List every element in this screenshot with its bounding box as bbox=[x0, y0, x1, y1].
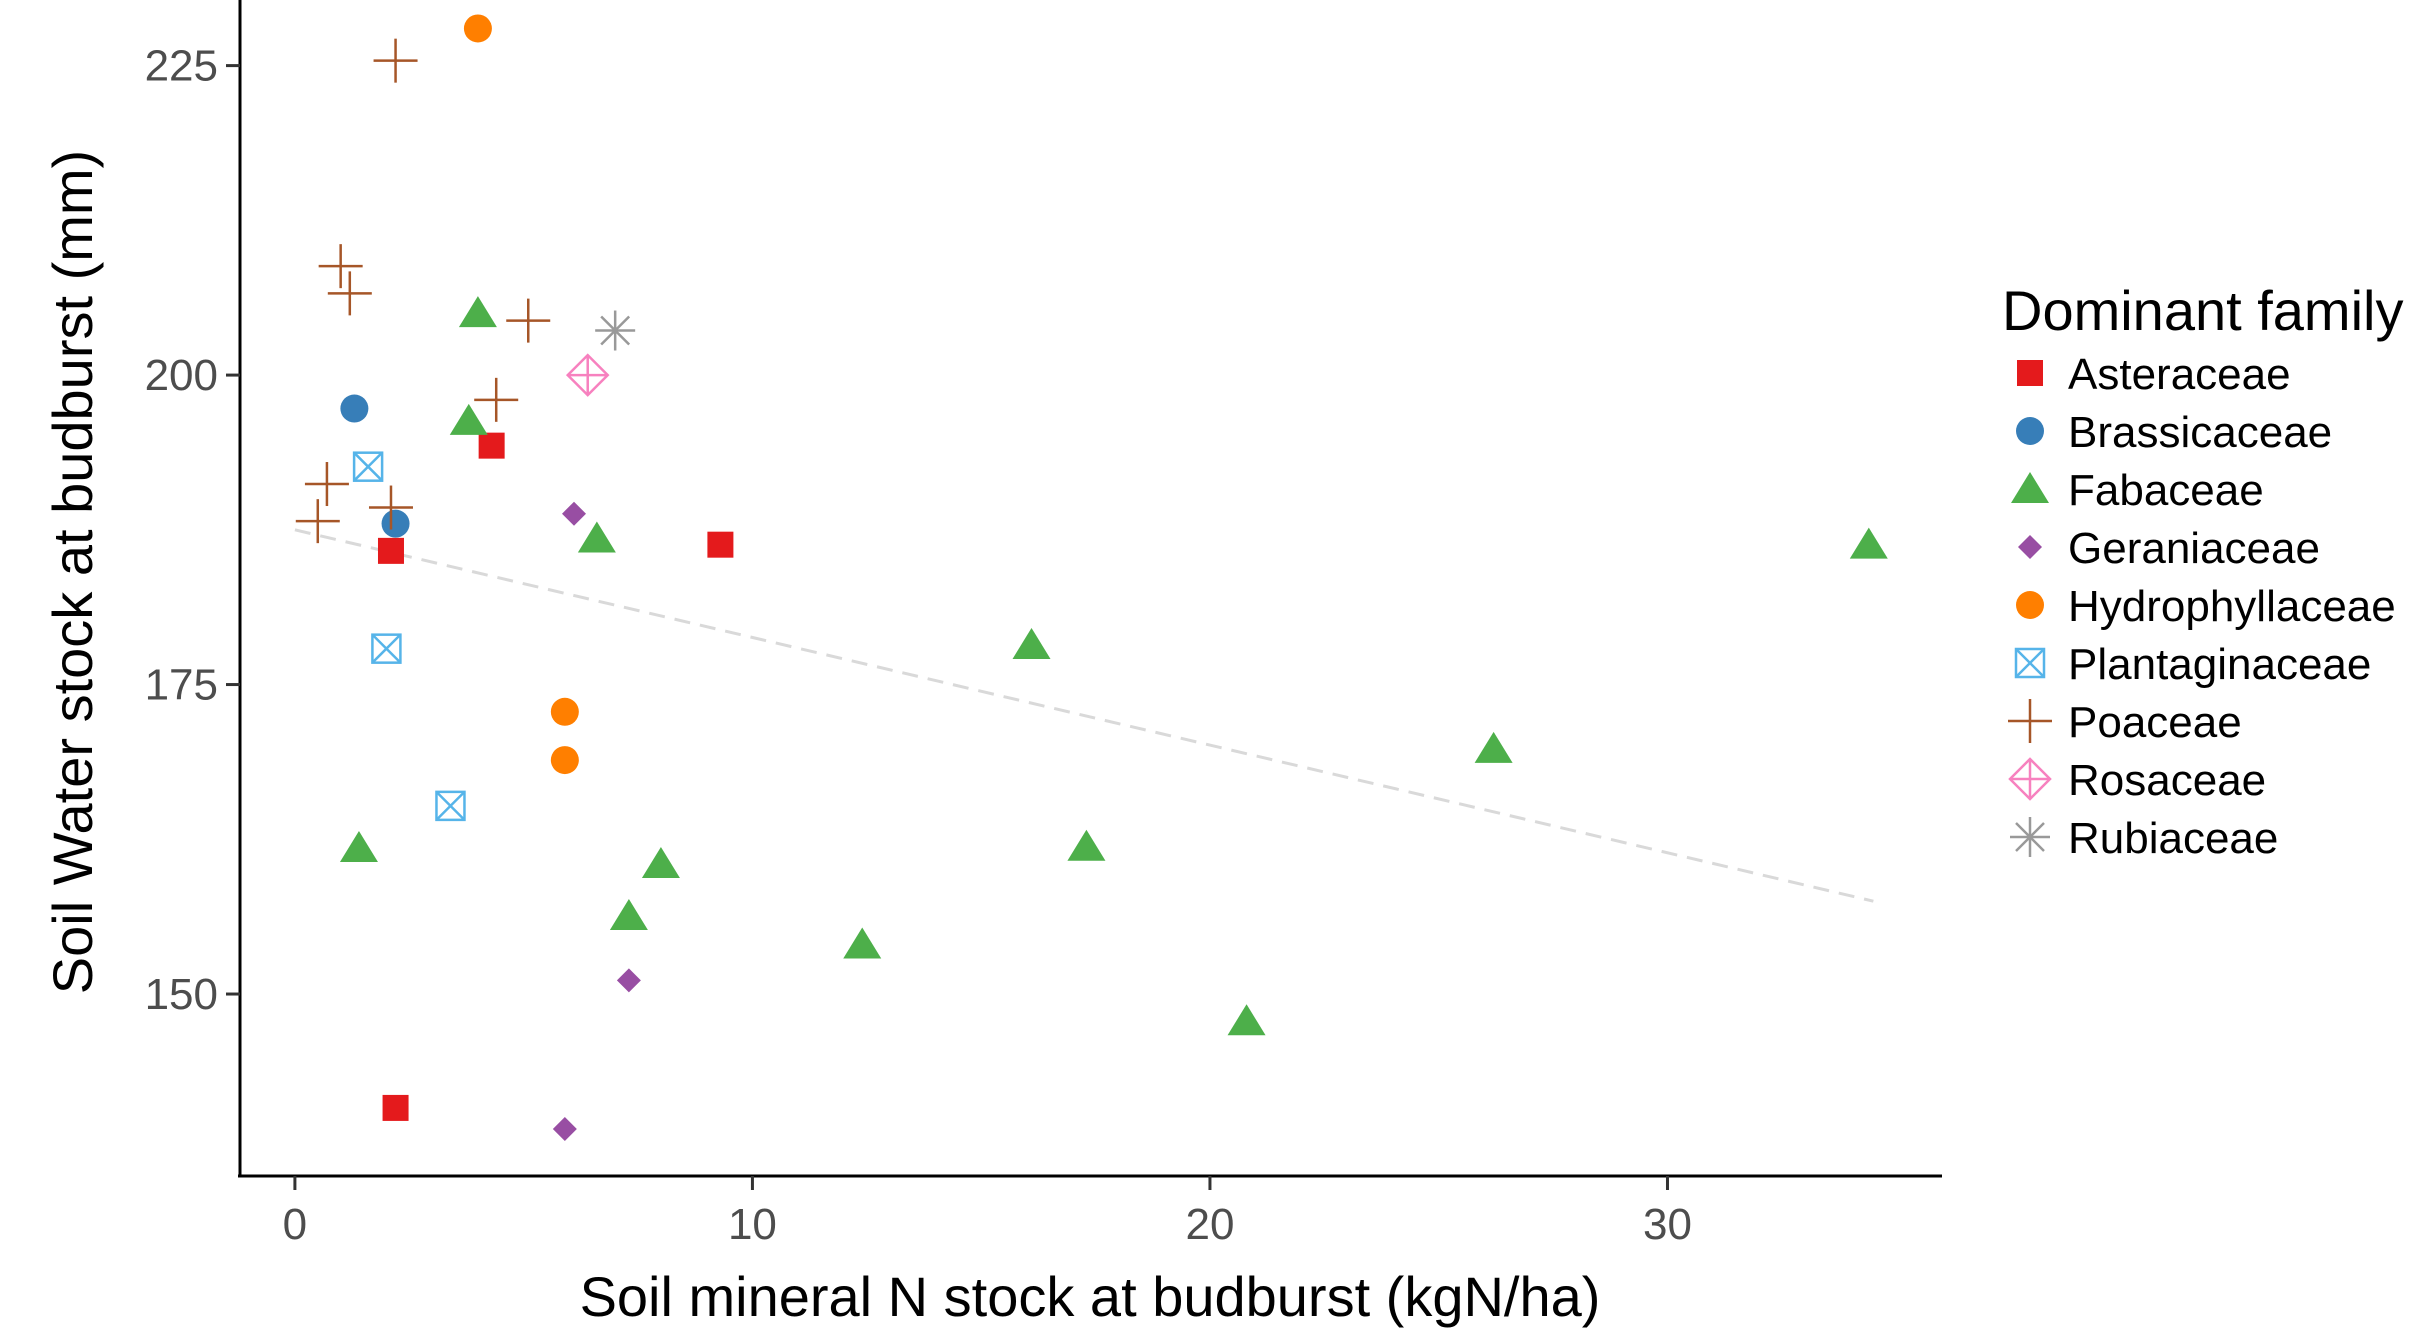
y-axis-title: Soil Water stock at budburst (mm) bbox=[41, 150, 104, 994]
data-point-plantaginaceae bbox=[352, 451, 384, 482]
data-point-asteraceae bbox=[377, 537, 404, 564]
legend-label: Poaceae bbox=[2068, 698, 2242, 747]
data-point-geraniaceae bbox=[561, 501, 586, 526]
legend-key-fabaceae bbox=[2011, 472, 2049, 503]
legend-item-geraniaceae: Geraniaceae bbox=[2018, 524, 2320, 573]
data-point-fabaceae bbox=[1849, 527, 1888, 559]
data-point-fabaceae bbox=[458, 296, 497, 328]
data-point-fabaceae bbox=[1012, 627, 1051, 659]
legend-key-hydrophyllaceae bbox=[2016, 591, 2044, 619]
legend-key-plantaginaceae bbox=[2014, 647, 2046, 679]
data-point-fabaceae bbox=[1067, 829, 1106, 861]
data-point-asteraceae bbox=[382, 1094, 409, 1121]
data-point-poaceae bbox=[373, 38, 418, 83]
series-poaceae bbox=[295, 38, 551, 544]
legend-title: Dominant family bbox=[2002, 279, 2403, 342]
legend-label: Plantaginaceae bbox=[2068, 640, 2371, 689]
legend-label: Brassicaceae bbox=[2068, 408, 2332, 457]
legend-label: Rosaceae bbox=[2068, 756, 2266, 805]
data-point-poaceae bbox=[327, 271, 372, 316]
data-point-poaceae bbox=[304, 462, 349, 507]
legend-label: Hydrophyllaceae bbox=[2068, 582, 2396, 631]
x-tick-label: 20 bbox=[1185, 1200, 1234, 1249]
data-point-fabaceae bbox=[339, 830, 378, 862]
data-point-poaceae bbox=[295, 499, 340, 544]
data-point-plantaginaceae bbox=[371, 633, 402, 664]
series-asteraceae bbox=[377, 432, 734, 1121]
legend-item-plantaginaceae: Plantaginaceae bbox=[2014, 640, 2371, 689]
series-rosaceae bbox=[565, 353, 610, 397]
legend-label: Fabaceae bbox=[2068, 466, 2264, 515]
data-point-fabaceae bbox=[449, 403, 488, 435]
x-tick-label: 30 bbox=[1643, 1200, 1692, 1249]
data-point-plantaginaceae bbox=[435, 790, 466, 822]
data-point-fabaceae bbox=[577, 521, 616, 553]
data-point-poaceae bbox=[506, 298, 551, 343]
legend-item-poaceae: Poaceae bbox=[2008, 698, 2242, 747]
legend-item-fabaceae: Fabaceae bbox=[2011, 466, 2264, 515]
data-point-fabaceae bbox=[641, 847, 680, 879]
data-point-hydrophyllaceae bbox=[550, 697, 579, 726]
legend-label: Rubiaceae bbox=[2068, 814, 2278, 863]
data-point-rosaceae bbox=[565, 353, 610, 397]
data-points bbox=[295, 14, 1888, 1141]
legend-label: Geraniaceae bbox=[2068, 524, 2320, 573]
legend-item-rubiaceae: Rubiaceae bbox=[2010, 814, 2278, 863]
legend-item-hydrophyllaceae: Hydrophyllaceae bbox=[2016, 582, 2396, 631]
legend-label: Asteraceae bbox=[2068, 350, 2291, 399]
data-point-fabaceae bbox=[843, 927, 882, 959]
data-point-fabaceae bbox=[1474, 731, 1513, 763]
legend-item-brassicaceae: Brassicaceae bbox=[2016, 408, 2332, 457]
data-point-poaceae bbox=[318, 244, 363, 289]
data-point-rubiaceae bbox=[595, 310, 636, 351]
series-hydrophyllaceae bbox=[463, 14, 579, 775]
legend-key-poaceae bbox=[2008, 699, 2052, 743]
series-brassicaceae bbox=[340, 394, 410, 538]
legend-item-asteraceae: Asteraceae bbox=[2017, 350, 2291, 399]
trendline-path bbox=[294, 528, 1874, 903]
trendline bbox=[294, 528, 1874, 903]
x-axis-title: Soil mineral N stock at budburst (kgN/ha… bbox=[580, 1265, 1601, 1328]
x-tick-label: 0 bbox=[283, 1200, 307, 1249]
data-point-fabaceae bbox=[1227, 1004, 1266, 1036]
data-point-brassicaceae bbox=[340, 394, 369, 423]
data-point-geraniaceae bbox=[552, 1116, 577, 1141]
data-point-geraniaceae bbox=[616, 968, 641, 993]
legend-key-asteraceae bbox=[2017, 360, 2043, 386]
data-point-brassicaceae bbox=[381, 509, 410, 538]
series-geraniaceae bbox=[552, 501, 641, 1141]
data-point-hydrophyllaceae bbox=[463, 14, 492, 43]
series-rubiaceae bbox=[595, 310, 636, 351]
x-axis-ticks: 0 10 20 30 bbox=[283, 1176, 1692, 1249]
legend-item-rosaceae: Rosaceae bbox=[2008, 756, 2266, 805]
data-point-asteraceae bbox=[707, 531, 734, 558]
data-point-asteraceae bbox=[478, 432, 505, 459]
data-point-fabaceae bbox=[609, 899, 648, 931]
data-point-poaceae bbox=[368, 485, 413, 530]
legend-key-rosaceae bbox=[2008, 757, 2052, 801]
y-tick-label: 200 bbox=[145, 351, 218, 400]
legend-key-rubiaceae bbox=[2010, 817, 2050, 857]
legend-key-geraniaceae bbox=[2018, 535, 2042, 559]
series-fabaceae bbox=[339, 296, 1888, 1036]
legend-key-brassicaceae bbox=[2016, 417, 2044, 445]
x-tick-label: 10 bbox=[728, 1200, 777, 1249]
data-point-hydrophyllaceae bbox=[550, 746, 579, 775]
data-point-poaceae bbox=[474, 377, 519, 422]
y-tick-label: 225 bbox=[145, 42, 218, 91]
y-tick-label: 175 bbox=[145, 661, 218, 710]
legend: Dominant family Asteraceae Brassicaceae Fa… bbox=[2002, 279, 2403, 863]
series-plantaginaceae bbox=[352, 451, 466, 822]
y-axis-ticks: 150 175 200 225 bbox=[145, 42, 240, 1019]
y-tick-label: 150 bbox=[145, 970, 218, 1019]
